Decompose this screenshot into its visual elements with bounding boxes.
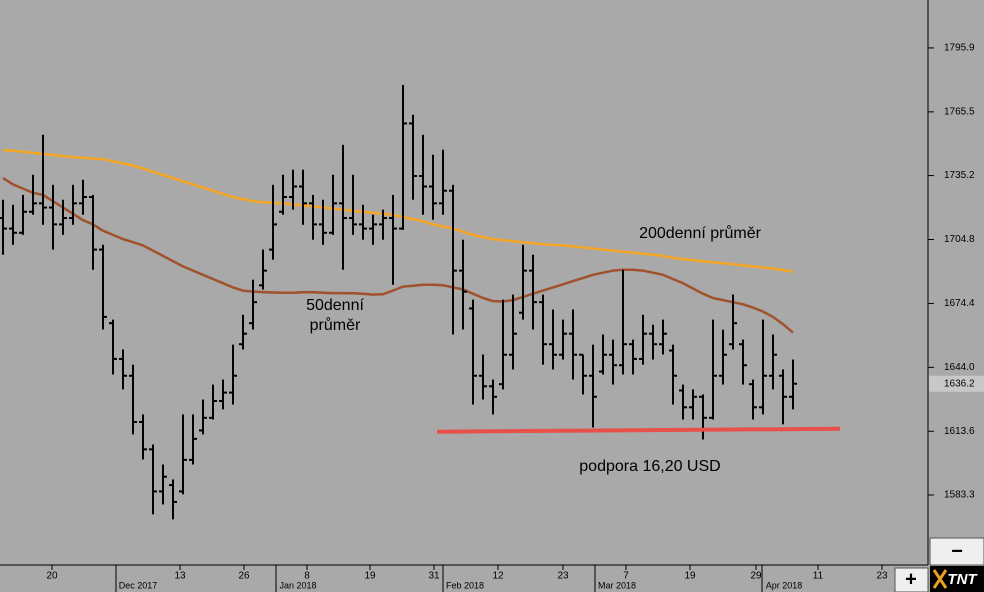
- y-tick-label: 1704.8: [944, 234, 975, 245]
- x-tick-label: 19: [364, 571, 376, 582]
- moving-average: [2, 148, 794, 273]
- y-tick-label: 1735.2: [944, 170, 975, 181]
- x-tick-label: 19: [684, 571, 696, 582]
- x-tick-label: 13: [174, 571, 186, 582]
- x-tick-label: 11: [813, 571, 824, 582]
- y-tick-label: 1795.9: [944, 43, 975, 54]
- ma-label: 50denní: [306, 297, 364, 314]
- x-tick-label: 31: [428, 571, 440, 582]
- month-label: Apr 2018: [766, 580, 803, 590]
- logo-text: TNT: [947, 571, 978, 588]
- logo: TNT: [930, 566, 984, 592]
- month-label: Jan 2018: [279, 580, 316, 590]
- moving-average: [2, 177, 794, 334]
- y-tick-label: 1583.3: [944, 490, 975, 501]
- x-tick-label: 12: [492, 571, 504, 582]
- zoom-out-label[interactable]: −: [951, 540, 963, 562]
- month-label: Mar 2018: [598, 580, 636, 590]
- support-line: [436, 426, 841, 434]
- last-price-label: 1636.2: [944, 378, 975, 389]
- support-label: podpora 16,20 USD: [579, 458, 720, 475]
- logo-mark: [932, 569, 948, 589]
- y-tick-label: 1613.6: [944, 426, 975, 437]
- x-tick-label: 23: [557, 571, 569, 582]
- y-tick-label: 1674.4: [944, 298, 975, 309]
- x-tick-label: 26: [238, 571, 250, 582]
- month-label: Dec 2017: [119, 580, 158, 590]
- x-tick-label: 23: [876, 571, 888, 582]
- zoom-out-box[interactable]: [929, 537, 984, 566]
- y-tick-label: 1644.0: [944, 362, 975, 373]
- x-tick-label: 8: [304, 571, 310, 582]
- ma-label: 200denní průměr: [639, 224, 762, 242]
- zoom-out-button[interactable]: −: [929, 537, 984, 566]
- zoom-in-button[interactable]: +: [894, 567, 929, 592]
- x-tick-label: 7: [623, 571, 629, 582]
- last-price-box: [929, 375, 984, 392]
- ma-label: průměr: [310, 316, 361, 334]
- zoom-in-label[interactable]: +: [905, 568, 917, 590]
- zoom-in-box[interactable]: [894, 567, 929, 592]
- month-label: Feb 2018: [446, 580, 484, 590]
- x-tick-label: 20: [46, 571, 58, 582]
- x-tick-label: 29: [750, 571, 762, 582]
- y-tick-label: 1765.5: [944, 107, 975, 118]
